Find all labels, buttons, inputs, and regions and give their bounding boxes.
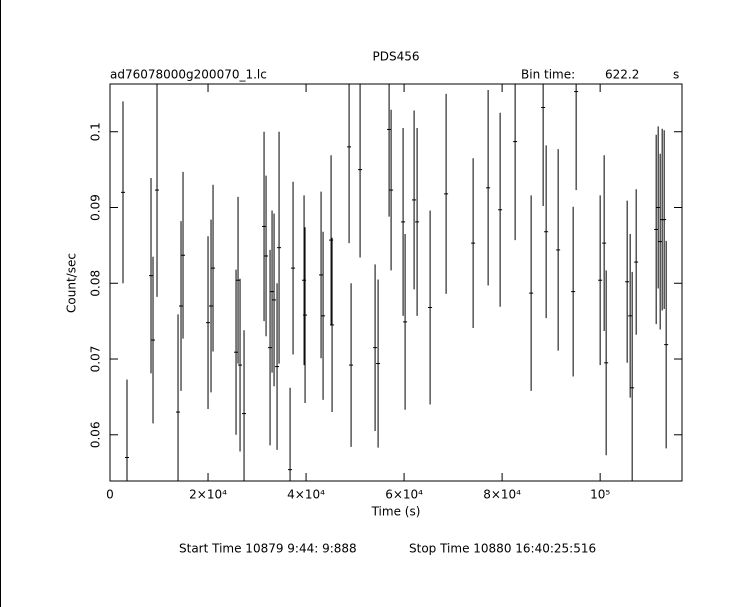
- bin-time-label: Bin time:: [521, 68, 575, 82]
- y-tick-label: 0.08: [89, 270, 103, 297]
- footer-stop: Stop Time 10880 16:40:25:516: [409, 542, 596, 556]
- x-tick-label: 0: [106, 488, 114, 502]
- y-tick-label: 0.06: [89, 421, 103, 448]
- x-tick-label: 10⁵: [590, 488, 610, 502]
- chart-title: PDS456: [373, 50, 420, 64]
- data-layer: [121, 84, 669, 481]
- x-tick-label: 6×10⁴: [385, 488, 423, 502]
- bin-time-value: 622.2: [605, 68, 639, 82]
- y-tick-label: 0.1: [89, 122, 103, 141]
- y-tick-label: 0.09: [89, 194, 103, 221]
- footer-start: Start Time 10879 9:44: 9:888: [179, 542, 357, 556]
- y-axis-label: Count/sec: [65, 253, 79, 313]
- x-axis-label: Time (s): [371, 505, 421, 519]
- bin-time-unit: s: [673, 68, 679, 82]
- chart-subtitle: ad76078000g200070_1.lc: [110, 68, 267, 82]
- plot-frame: [109, 83, 683, 482]
- x-tick-label: 4×10⁴: [287, 488, 325, 502]
- x-tick-label: 2×10⁴: [189, 488, 227, 502]
- x-tick-label: 8×10⁴: [483, 488, 521, 502]
- y-tick-label: 0.07: [89, 346, 103, 373]
